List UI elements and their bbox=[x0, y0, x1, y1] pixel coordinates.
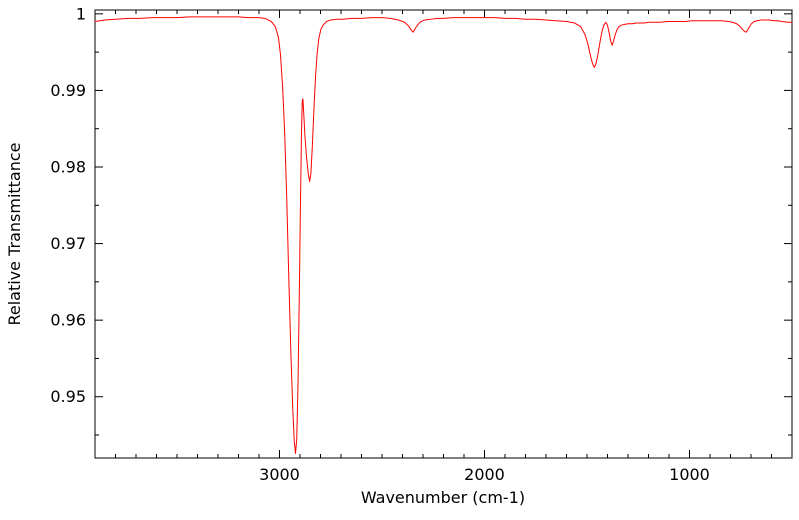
x-tick-label: 2000 bbox=[464, 465, 505, 484]
x-axis-label: Wavenumber (cm-1) bbox=[361, 488, 525, 507]
axis-ticks bbox=[95, 10, 792, 458]
x-tick-label: 3000 bbox=[259, 465, 300, 484]
y-axis-label: Relative Transmittance bbox=[5, 142, 24, 325]
x-tick-label: 1000 bbox=[669, 465, 710, 484]
spectrum-series bbox=[94, 16, 793, 454]
y-tick-label: 0.95 bbox=[50, 387, 86, 406]
spectrum-line bbox=[94, 16, 793, 454]
axis-tick-labels: 3000 2000 1000 0.95 0.96 0.97 0.98 0.99 1 bbox=[50, 4, 709, 484]
y-tick-label: 1 bbox=[76, 4, 86, 23]
y-tick-label: 0.96 bbox=[50, 311, 86, 330]
y-tick-label: 0.99 bbox=[50, 81, 86, 100]
y-tick-label: 0.98 bbox=[50, 157, 86, 176]
y-tick-label: 0.97 bbox=[50, 234, 86, 253]
plot-border bbox=[94, 9, 793, 459]
